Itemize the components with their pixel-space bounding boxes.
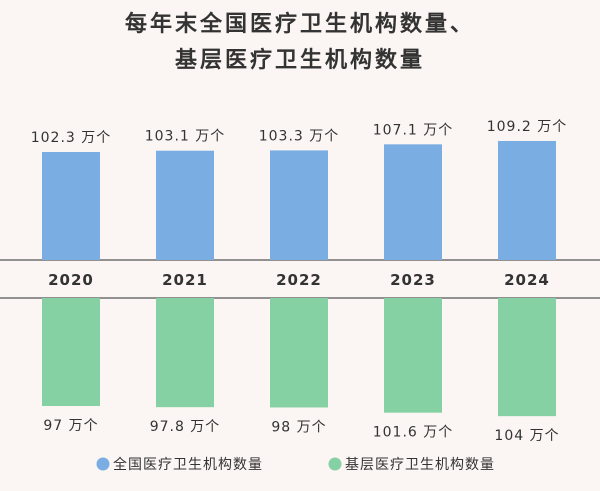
- data-label-total-2022: 103.3 万个: [259, 128, 340, 144]
- data-label-grassroots-2022: 98 万个: [271, 419, 326, 435]
- bar-total-2021: [156, 150, 214, 260]
- legend-label-total: 全国医疗卫生机构数量: [113, 456, 263, 473]
- x-tick-label-2024: 2024: [504, 271, 550, 289]
- data-label-grassroots-2024: 104 万个: [494, 428, 559, 444]
- bar-total-2020: [42, 152, 100, 260]
- chart-title-line-1: 每年末全国医疗卫生机构数量、: [124, 11, 475, 37]
- data-label-grassroots-2021: 97.8 万个: [150, 419, 221, 435]
- data-label-grassroots-2020: 97 万个: [43, 418, 98, 434]
- x-tick-label-2021: 2021: [162, 271, 208, 289]
- x-tick-label-2020: 2020: [48, 271, 94, 289]
- chart-title-line-2: 基层医疗卫生机构数量: [174, 47, 425, 73]
- data-label-grassroots-2023: 101.6 万个: [373, 425, 454, 441]
- bar-total-2024: [498, 140, 556, 260]
- legend-marker-grassroots: [328, 457, 342, 471]
- bar-grassroots-2024: [498, 298, 556, 417]
- bar-grassroots-2022: [270, 298, 328, 408]
- x-tick-label-2023: 2023: [390, 271, 436, 289]
- bar-total-2022: [270, 150, 328, 260]
- bar-total-2023: [384, 144, 442, 260]
- legend-label-grassroots: 基层医疗卫生机构数量: [345, 456, 495, 473]
- data-label-total-2021: 103.1 万个: [145, 129, 226, 145]
- legend-marker-total: [96, 457, 110, 471]
- data-label-total-2023: 107.1 万个: [373, 122, 454, 138]
- bar-grassroots-2023: [384, 298, 442, 413]
- data-label-total-2020: 102.3 万个: [31, 130, 112, 146]
- bar-grassroots-2021: [156, 298, 214, 408]
- data-label-total-2024: 109.2 万个: [487, 119, 568, 135]
- bar-grassroots-2020: [42, 298, 100, 406]
- x-tick-label-2022: 2022: [276, 271, 322, 289]
